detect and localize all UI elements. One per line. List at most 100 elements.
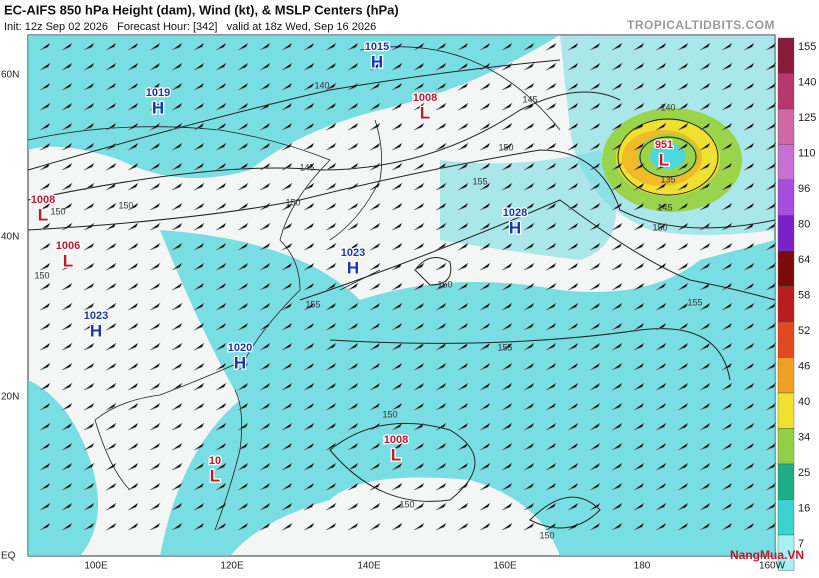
wind-barb [325,262,337,271]
wind-barb [743,382,755,391]
colorbar-swatch [777,392,795,429]
wind-barb [677,462,689,471]
wind-barb [325,322,337,331]
wind-barb [39,482,51,491]
wind-barb [677,522,689,531]
wind-barb [83,362,95,371]
wind-barb [611,522,623,531]
wind-barb [677,102,689,111]
wind-barb [61,362,73,371]
wind-barb [501,522,513,531]
wind-barb [589,362,601,371]
wind-barb [325,382,337,391]
wind-barb [457,102,469,111]
wind-barb [303,382,315,391]
wind-barb [259,202,271,211]
wind-barb [567,242,579,251]
wind-barb [237,142,249,151]
wind-barb [303,322,315,331]
wind-barb [193,202,205,211]
wind-barb [501,62,513,71]
wind-barb [259,322,271,331]
wind-barb [721,442,733,451]
wind-barb [589,142,601,151]
wind-barb [83,162,95,171]
wind-barb [545,382,557,391]
wind-barb [105,62,117,71]
wind-barb [699,482,711,491]
wind-barb [743,62,755,71]
wind-barb [765,142,777,151]
wind-barb [347,502,359,511]
wind-barb [61,462,73,471]
wind-barb [215,382,227,391]
wind-barb [369,342,381,351]
wind-barb [303,102,315,111]
wind-barb [391,42,403,51]
wind-barb [457,162,469,171]
longitude-label: 160E [493,561,517,572]
wind-barb [391,62,403,71]
wind-barb [567,162,579,171]
center-pressure: 1015 [365,41,389,53]
wind-barb [105,422,117,431]
wind-barb [545,262,557,271]
wind-barb [237,522,249,531]
colorbar-swatch [777,250,795,287]
wind-barb [105,42,117,51]
wind-barb [721,462,733,471]
wind-barb [193,502,205,511]
wind-barb [611,502,623,511]
wind-barb [655,142,667,151]
wind-barb [523,282,535,291]
wind-barb [171,62,183,71]
colorbar-swatch [777,215,795,252]
wind-barb [413,122,425,131]
wind-barb [699,502,711,511]
center-pressure: 10 [209,455,221,467]
wind-barb [611,322,623,331]
wind-barb [545,82,557,91]
wind-barb [655,222,667,231]
wind-barb [347,182,359,191]
wind-barb [127,482,139,491]
wind-barb [281,302,293,311]
wind-barb [457,142,469,151]
wind-barb [633,442,645,451]
wind-barb [83,522,95,531]
wind-barb [413,342,425,351]
wind-barb [677,122,689,131]
wind-barb [655,482,667,491]
wind-barb [677,482,689,491]
wind-barb [303,362,315,371]
wind-barb [413,162,425,171]
wind-barb [743,462,755,471]
wind-barb [83,202,95,211]
wind-barb [61,282,73,291]
wind-barb [325,302,337,311]
wind-barb [633,202,645,211]
wind-barb [369,142,381,151]
wind-barb [611,202,623,211]
wind-barb [61,82,73,91]
center-letter: L [420,103,430,122]
wind-barb [545,242,557,251]
wind-barb [171,162,183,171]
wind-barb [655,242,667,251]
wind-barb [655,202,667,211]
wind-barb [83,402,95,411]
wind-barb [589,202,601,211]
wind-barb [391,102,403,111]
wind-barb [699,102,711,111]
wind-barb [259,62,271,71]
wind-barb [171,242,183,251]
wind-barb [545,122,557,131]
wind-barb [171,122,183,131]
wind-barb [127,302,139,311]
wind-barb [413,282,425,291]
wind-barb [743,282,755,291]
wind-barb [369,102,381,111]
wind-barb [611,102,623,111]
wind-barb [743,522,755,531]
wind-barb [545,402,557,411]
